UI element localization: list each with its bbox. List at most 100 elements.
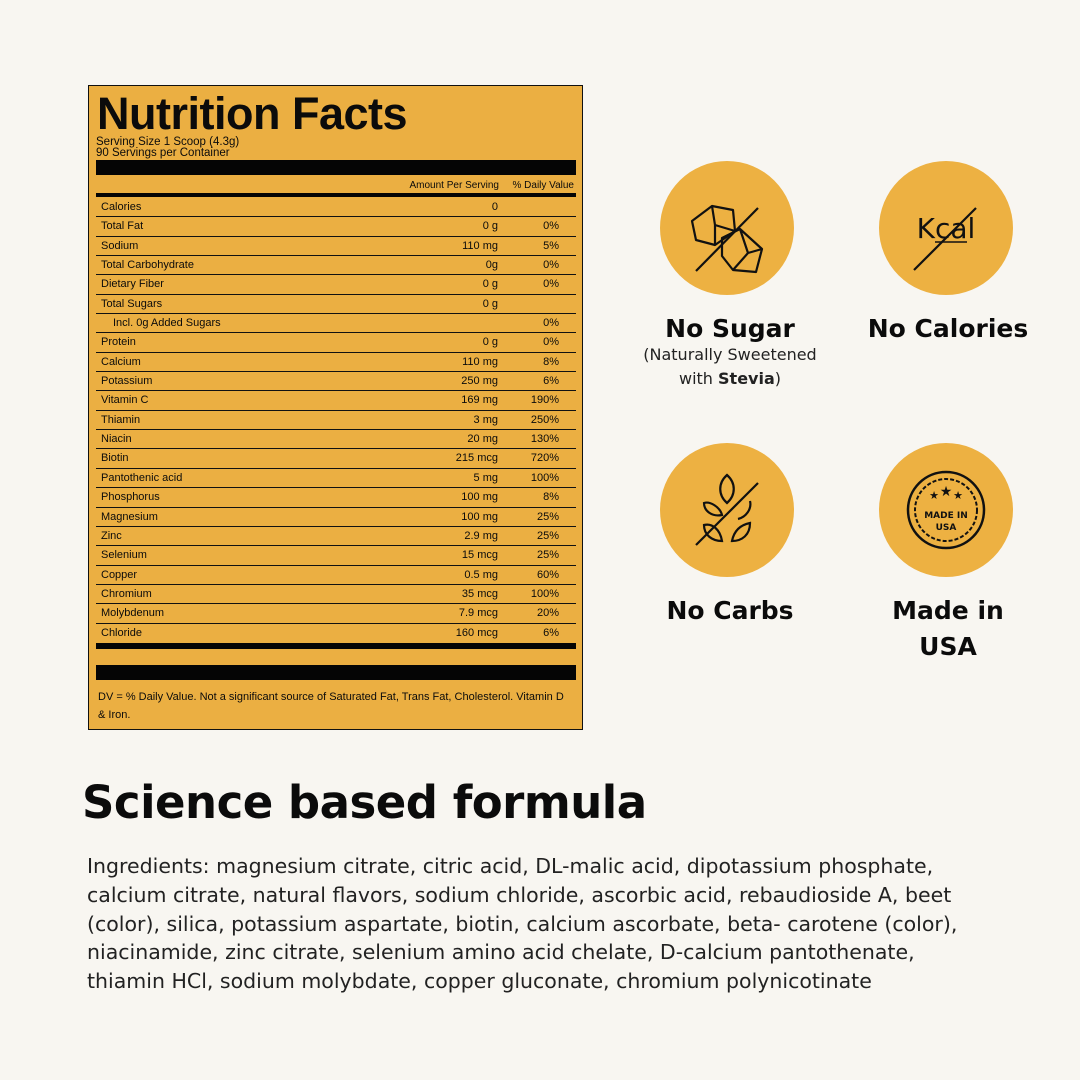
nutrient-amount: 110 mg [462, 355, 498, 368]
nutrient-name: Total Carbohydrate [101, 259, 194, 272]
nutrient-table: Calories 0 Total Fat 0 g 0% Sodium 110 mg 5% Tot… [96, 198, 576, 643]
nutrient-row: Biotin 215 mcg 720% [96, 449, 576, 469]
nutrient-row: Molybdenum 7.9 mcg 20% [96, 604, 576, 624]
seal-text-2: USA [936, 523, 957, 533]
nutrient-amount: 169 mg [461, 394, 498, 407]
nutrient-dv: 8% [543, 491, 559, 504]
amount-header: Amount Per Serving [409, 180, 500, 191]
nutrient-amount: 0.5 mg [464, 568, 498, 581]
made-in-usa-seal-icon: ★ ★ ★ MADE IN USA [906, 470, 986, 550]
nutrient-name: Sodium [101, 239, 139, 252]
nutrition-facts-title: Nutrition Facts [97, 88, 408, 139]
nutrient-dv: 190% [530, 394, 559, 407]
nutrient-dv: 0% [543, 220, 559, 233]
nutrient-dv: 25% [536, 549, 559, 562]
stevia-text: Stevia [718, 369, 775, 388]
nutrient-dv: 6% [543, 626, 559, 639]
nutrient-name: Selenium [101, 549, 147, 562]
bottom-bar [96, 665, 576, 680]
nutrient-name: Niacin [101, 433, 132, 446]
nutrient-amount: 0 g [482, 336, 498, 349]
nutrient-amount: 2.9 mg [464, 529, 498, 542]
nutrient-amount: 35 mcg [461, 587, 498, 600]
nutrient-name: Dietary Fiber [101, 278, 164, 291]
nutrient-row: Copper 0.5 mg 60% [96, 566, 576, 585]
wheat-crossed-icon [695, 473, 759, 546]
nutrient-row: Dietary Fiber 0 g 0% [96, 275, 576, 295]
nutrient-amount: 250 mg [461, 375, 498, 388]
nutrient-row: Chloride 160 mcg 6% [96, 624, 576, 643]
nutrient-name: Protein [101, 336, 136, 349]
nutrient-dv: 5% [543, 239, 559, 252]
nutrient-amount: 0 g [482, 220, 498, 233]
serving-size: Serving Size 1 Scoop (4.3g) [96, 136, 240, 148]
nutrient-row: Selenium 15 mcg 25% [96, 546, 576, 566]
nutrient-name: Molybdenum [101, 607, 164, 620]
nutrient-dv: 0% [543, 278, 559, 291]
nutrient-dv: 0% [543, 317, 559, 330]
nutrient-amount: 100 mg [461, 510, 498, 523]
nutrient-name: Incl. 0g Added Sugars [113, 317, 221, 330]
bottom-divider [96, 643, 576, 649]
seal-text-1: MADE IN [924, 511, 968, 521]
subtitle-suffix: ) [774, 369, 781, 388]
nutrient-name: Phosphorus [101, 491, 160, 504]
nutrient-amount: 215 mcg [455, 452, 498, 465]
nutrient-amount: 0 g [482, 297, 498, 310]
nutrient-row: Total Fat 0 g 0% [96, 217, 576, 237]
made-in-usa-title-line-1: Made in [892, 596, 1004, 625]
nutrient-amount: 5 mg [473, 471, 498, 484]
sugar-cubes-crossed-icon [690, 204, 764, 274]
nutrient-name: Copper [101, 568, 138, 581]
made-in-usa-title: Made in USA [838, 593, 1058, 665]
nutrient-name: Pantothenic acid [101, 471, 183, 484]
nutrient-amount: 7.9 mcg [458, 607, 498, 620]
made-in-usa-badge: ★ ★ ★ MADE IN USA [879, 443, 1013, 577]
nutrient-amount: 110 mg [462, 239, 498, 252]
nutrient-row: Total Sugars 0 g [96, 295, 576, 315]
nutrient-dv: 25% [536, 510, 559, 523]
nutrient-dv: 6% [543, 375, 559, 388]
nutrient-name: Total Sugars [101, 297, 163, 310]
nutrient-name: Calories [101, 201, 142, 213]
no-calories-badge: Kcal [879, 161, 1013, 295]
nutrient-name: Total Fat [101, 220, 144, 233]
nutrient-row: Magnesium 100 mg 25% [96, 508, 576, 527]
nutrient-row: Phosphorus 100 mg 8% [96, 488, 576, 508]
servings-per-container: 90 Servings per Container [96, 147, 230, 159]
nutrient-row: Sodium 110 mg 5% [96, 237, 576, 257]
nutrition-facts-label: Nutrition Facts Serving Size 1 Scoop (4.… [88, 85, 583, 730]
nutrient-row: Protein 0 g 0% [96, 333, 576, 353]
nutrient-dv: 250% [530, 413, 559, 426]
nutrient-row: Niacin 20 mg 130% [96, 430, 576, 450]
nutrient-row: Thiamin 3 mg 250% [96, 411, 576, 431]
nutrient-amount: 0 g [482, 278, 498, 291]
nutrient-amount: 20 mg [467, 433, 498, 446]
nutrient-name: Chromium [101, 587, 152, 600]
no-carbs-title: No Carbs [666, 596, 794, 625]
ingredients-text: Ingredients: magnesium citrate, citric a… [87, 854, 958, 994]
formula-heading: Science based formula [82, 776, 647, 829]
nutrient-dv: 130% [530, 433, 559, 446]
nutrient-amount: 0 [491, 201, 498, 213]
svg-text:★: ★ [929, 490, 939, 502]
nutrient-name: Zinc [101, 529, 122, 542]
nutrient-dv: 0% [543, 259, 559, 272]
no-sugar-subtitle: (Naturally Sweetened with Stevia) [610, 343, 850, 391]
nutrient-name: Chloride [101, 626, 142, 639]
nutrient-amount: 15 mcg [461, 549, 498, 562]
nutrient-amount: 0g [485, 259, 498, 272]
nutrient-row: Calcium 110 mg 8% [96, 353, 576, 373]
nutrient-row: Pantothenic acid 5 mg 100% [96, 469, 576, 489]
svg-text:★: ★ [953, 490, 963, 502]
nutrient-row: Vitamin C 169 mg 190% [96, 391, 576, 411]
nutrient-dv: 20% [536, 607, 559, 620]
nutrient-dv: 60% [536, 568, 559, 581]
nutrient-dv: 8% [543, 355, 559, 368]
header-divider [96, 193, 576, 197]
nutrient-dv: 100% [530, 471, 559, 484]
nutrient-row: Potassium 250 mg 6% [96, 372, 576, 392]
nutrient-row: Chromium 35 mcg 100% [96, 585, 576, 605]
thick-divider [96, 160, 576, 175]
footnote: DV = % Daily Value. Not a significant so… [98, 691, 564, 721]
